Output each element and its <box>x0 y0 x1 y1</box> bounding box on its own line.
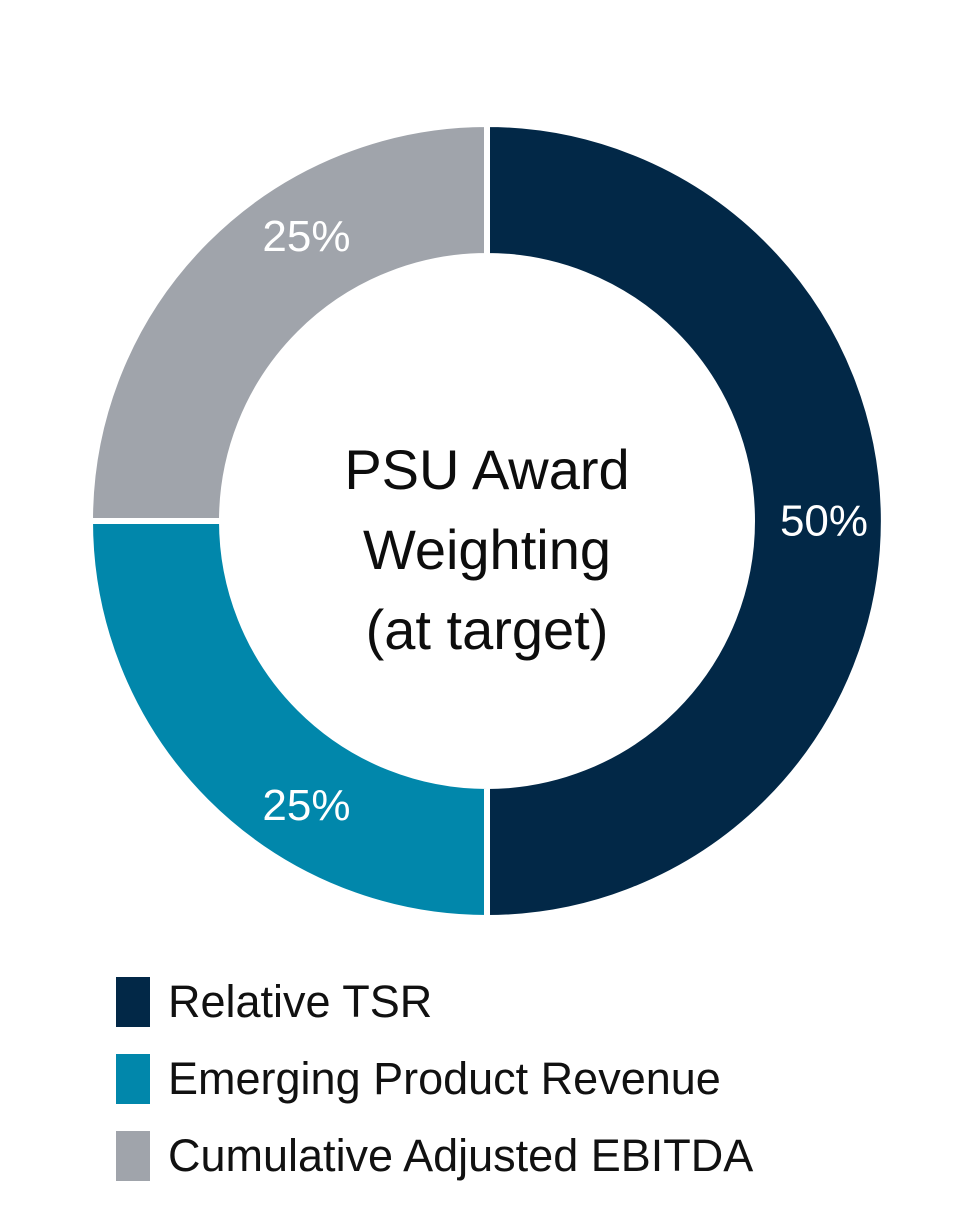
chart-title-line-1: PSU Award <box>344 438 630 501</box>
legend-label-cumulative-adjusted-ebitda: Cumulative Adjusted EBITDA <box>168 1130 754 1181</box>
legend-swatch-relative-tsr <box>116 977 150 1027</box>
legend-item-cumulative-adjusted-ebitda: Cumulative Adjusted EBITDA <box>116 1130 956 1182</box>
slice-cumulative-adjusted-ebitda <box>86 120 490 524</box>
chart-title-line-3: (at target) <box>365 598 609 661</box>
labels-layer: 50% 25% 25% <box>262 212 868 830</box>
slice-emerging-product-revenue <box>86 518 490 922</box>
legend-swatch-emerging-product-revenue <box>116 1054 150 1104</box>
data-label-relative-tsr: 50% <box>780 497 868 546</box>
legend: Relative TSR Emerging Product Revenue Cu… <box>116 976 956 1207</box>
slice-relative-tsr <box>484 120 887 922</box>
legend-label-emerging-product-revenue: Emerging Product Revenue <box>168 1053 721 1104</box>
chart-title-line-2: Weighting <box>362 518 611 581</box>
legend-label-relative-tsr: Relative TSR <box>168 976 433 1027</box>
chart-title: PSU Award Weighting (at target) <box>287 430 687 670</box>
legend-item-emerging-product-revenue: Emerging Product Revenue <box>116 1053 956 1105</box>
slices-layer <box>86 120 887 922</box>
donut-chart: 50% 25% 25% <box>86 120 887 922</box>
legend-item-relative-tsr: Relative TSR <box>116 976 956 1028</box>
data-label-emerging-product-revenue: 25% <box>262 781 350 830</box>
legend-swatch-cumulative-adjusted-ebitda <box>116 1131 150 1181</box>
data-label-cumulative-adjusted-ebitda: 25% <box>262 212 350 261</box>
